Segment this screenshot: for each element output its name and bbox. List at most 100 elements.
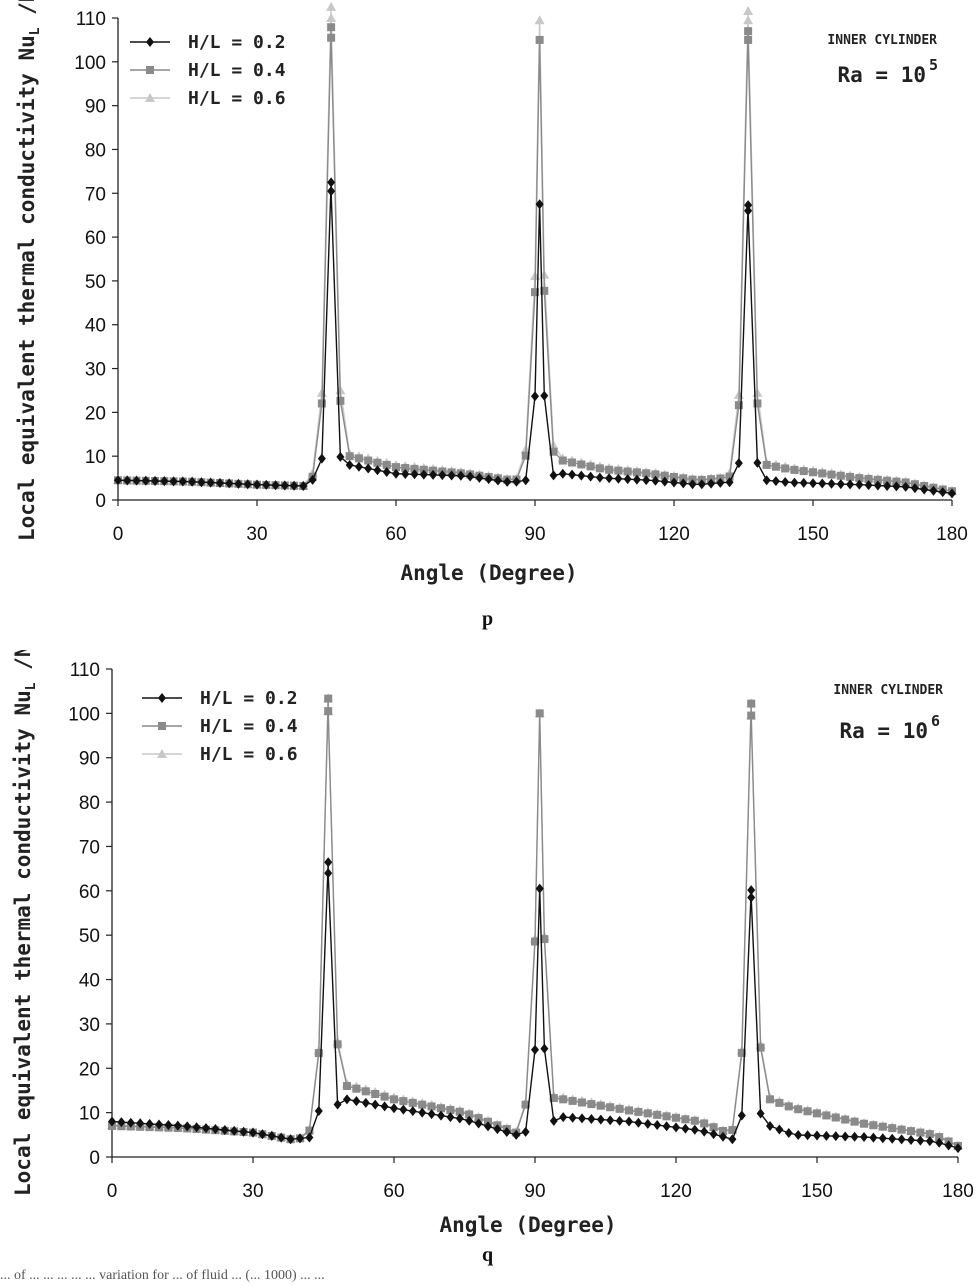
data-point <box>803 1130 812 1141</box>
data-point <box>401 464 410 473</box>
data-point <box>784 1128 793 1139</box>
data-point <box>888 1133 897 1144</box>
data-point <box>775 1098 784 1107</box>
data-point <box>521 451 530 460</box>
data-point <box>215 478 224 489</box>
data-point <box>883 480 892 491</box>
y-tick-label: 10 <box>79 1104 100 1125</box>
data-point <box>540 1043 549 1054</box>
data-point <box>679 478 688 489</box>
data-point <box>737 1110 746 1121</box>
data-point <box>869 1132 878 1143</box>
data-point <box>540 286 549 295</box>
data-point <box>925 1130 934 1139</box>
data-point <box>117 1117 126 1128</box>
data-point <box>822 1111 831 1120</box>
data-point <box>475 472 484 483</box>
data-point <box>239 1126 248 1137</box>
data-point <box>642 475 651 486</box>
data-point <box>521 1126 530 1137</box>
data-point <box>202 1123 210 1134</box>
data-point <box>549 1094 558 1103</box>
data-point <box>827 470 836 479</box>
series-line <box>111 862 959 1149</box>
data-point <box>540 935 549 944</box>
x-tick-label: 0 <box>113 524 124 545</box>
data-point <box>799 477 808 488</box>
data-point <box>766 1095 774 1104</box>
legend-swatch-marker <box>145 93 155 102</box>
data-point <box>437 1104 445 1113</box>
data-point <box>155 1119 163 1130</box>
data-point <box>577 460 586 469</box>
y-tick-label: 80 <box>79 793 100 814</box>
data-point <box>493 475 502 486</box>
data-point <box>418 1100 427 1109</box>
legend-item: H/L = 0.2 <box>142 688 298 709</box>
data-point <box>855 479 864 490</box>
data-point <box>781 477 790 488</box>
data-point <box>399 1104 408 1115</box>
data-point <box>455 1113 464 1124</box>
data-point <box>399 1097 408 1106</box>
data-point <box>734 401 743 410</box>
data-point <box>864 480 873 491</box>
legend-item: H/L = 0.4 <box>130 60 286 81</box>
data-point <box>719 1131 727 1142</box>
data-point <box>809 468 817 477</box>
data-point <box>925 1136 934 1147</box>
data-point <box>317 453 326 464</box>
data-point <box>493 1124 502 1135</box>
data-point <box>549 447 558 456</box>
x-tick-label: 60 <box>383 1181 404 1202</box>
data-point <box>531 937 539 946</box>
data-point <box>595 472 604 483</box>
data-point <box>744 205 753 216</box>
data-point <box>623 474 632 485</box>
data-point <box>679 474 688 483</box>
series-1 <box>108 857 962 1154</box>
data-point <box>716 477 725 488</box>
legend-label: H/L = 0.6 <box>188 88 286 109</box>
data-point <box>632 474 641 485</box>
data-point <box>883 476 892 485</box>
data-point <box>160 476 169 487</box>
data-point <box>354 454 363 463</box>
inner-cylinder-label: INNER CYLINDER <box>833 683 943 698</box>
data-point <box>521 475 530 486</box>
data-point <box>531 288 539 297</box>
data-point <box>364 463 373 474</box>
data-point <box>390 1103 398 1114</box>
data-point <box>333 1099 342 1110</box>
data-point <box>634 1107 643 1116</box>
y-axis-title: Local equivalent thermal conductivity Nu… <box>15 0 43 541</box>
data-point <box>744 35 753 44</box>
x-tick-label: 120 <box>658 524 690 545</box>
legend-label: H/L = 0.2 <box>200 688 298 709</box>
data-point <box>737 1048 746 1057</box>
data-point <box>662 1121 671 1132</box>
data-point <box>670 472 678 481</box>
data-point <box>818 469 827 478</box>
y-tick-label: 100 <box>74 53 106 74</box>
data-point <box>178 476 187 487</box>
data-point <box>314 1105 323 1116</box>
data-point <box>873 480 882 491</box>
data-point <box>578 1113 586 1124</box>
data-point <box>586 462 595 471</box>
y-tick-label: 40 <box>79 971 100 992</box>
data-point <box>408 1098 417 1107</box>
data-point <box>855 474 864 483</box>
data-point <box>419 469 428 480</box>
data-point <box>873 475 882 484</box>
data-point <box>371 1099 380 1110</box>
data-point <box>743 15 754 25</box>
data-point <box>938 487 947 498</box>
data-point <box>916 1128 925 1137</box>
y-tick-label: 40 <box>85 316 106 337</box>
x-tick-label: 180 <box>936 524 968 545</box>
x-tick-label: 60 <box>385 524 406 545</box>
data-point <box>888 1124 897 1133</box>
data-point <box>836 479 845 490</box>
data-point <box>836 471 845 480</box>
